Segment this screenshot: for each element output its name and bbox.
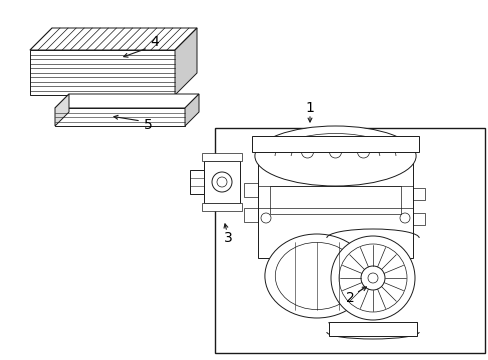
Bar (244, 183, 258, 197)
Bar (269, 186, 400, 214)
Text: 2: 2 (345, 291, 354, 305)
Circle shape (330, 236, 414, 320)
Bar (190, 170, 203, 194)
Circle shape (360, 266, 384, 290)
Text: 4: 4 (150, 35, 159, 49)
Circle shape (217, 177, 226, 187)
Bar (412, 213, 424, 225)
Bar (244, 208, 258, 222)
Polygon shape (55, 94, 199, 108)
Circle shape (367, 273, 377, 283)
Bar (328, 322, 416, 336)
Text: 3: 3 (223, 231, 232, 245)
Polygon shape (30, 28, 197, 50)
Text: 1: 1 (305, 101, 314, 115)
Bar (258, 148, 412, 258)
Circle shape (329, 146, 341, 158)
Polygon shape (184, 94, 199, 126)
Bar (30, 50, 175, 95)
Bar (412, 188, 424, 200)
Polygon shape (175, 28, 197, 95)
Ellipse shape (264, 234, 368, 318)
Circle shape (212, 172, 231, 192)
Ellipse shape (254, 126, 415, 186)
Bar (202, 153, 242, 161)
Bar (251, 136, 418, 152)
Bar (203, 161, 240, 203)
Text: 5: 5 (143, 118, 152, 132)
Bar (55, 108, 184, 126)
Circle shape (357, 146, 369, 158)
Ellipse shape (275, 242, 358, 310)
Polygon shape (55, 94, 69, 126)
Circle shape (338, 244, 406, 312)
Bar (202, 203, 242, 211)
Circle shape (301, 146, 313, 158)
Bar (215, 128, 484, 353)
